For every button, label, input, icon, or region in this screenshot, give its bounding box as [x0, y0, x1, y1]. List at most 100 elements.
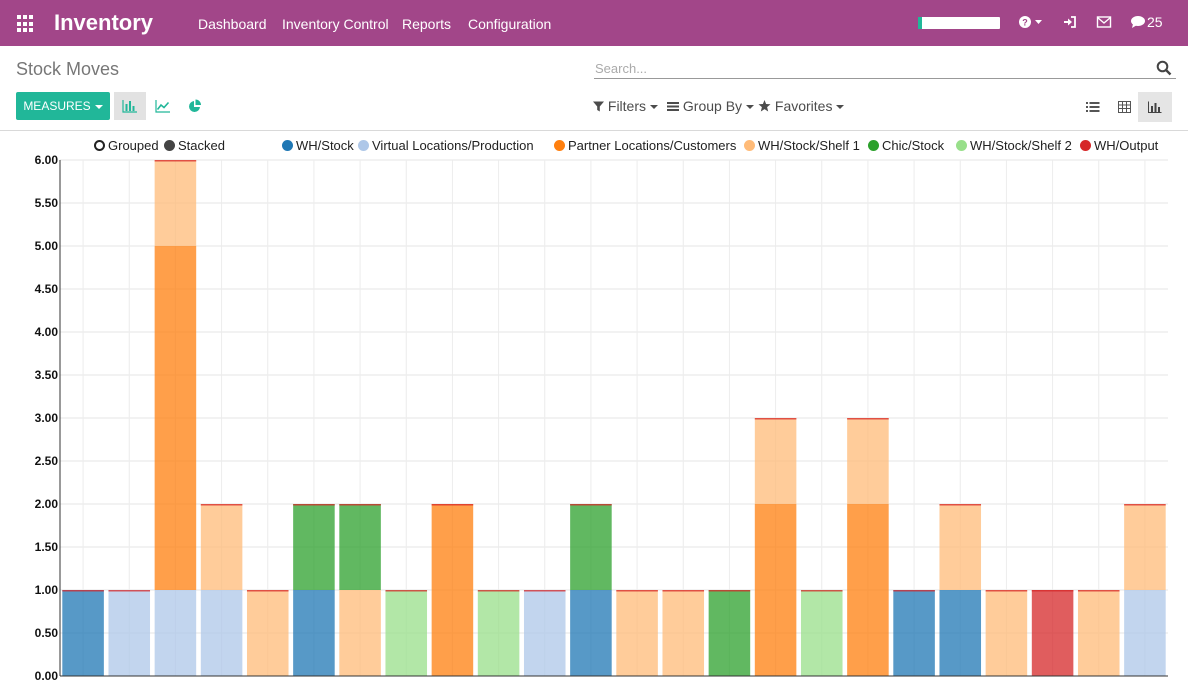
bar-segment	[1124, 504, 1166, 590]
sign-in-icon[interactable]	[1062, 14, 1078, 33]
bar-top-cap	[893, 590, 935, 592]
bar-segment	[200, 590, 243, 676]
legend-grouped-toggle[interactable]: Grouped	[94, 138, 159, 153]
legend-dot	[868, 140, 879, 151]
app-title: Inventory	[54, 10, 154, 35]
radio-empty-icon	[94, 140, 105, 151]
bar-segment	[1031, 590, 1074, 676]
question-circle-icon[interactable]: ?	[1018, 14, 1044, 33]
y-tick-label: 3.00	[35, 411, 59, 425]
bar-segment	[385, 590, 428, 676]
apps-grid-icon[interactable]	[17, 15, 35, 33]
filters-dropdown[interactable]: Filters	[593, 98, 659, 114]
bar-segment	[339, 590, 381, 676]
graph-view-button[interactable]	[1138, 92, 1172, 122]
stacked-bar-chart: 0.00 0.50 1.00 1.50 2.00 2.50 3.00 3.50 4.00 4.50…	[35, 153, 1168, 683]
bar-top-cap	[939, 504, 982, 506]
y-tick-label: 1.00	[35, 583, 59, 597]
y-tick-label: 2.00	[35, 497, 59, 511]
envelope-icon[interactable]	[1096, 14, 1112, 33]
bar-segment	[570, 504, 612, 590]
legend-dot	[744, 140, 755, 151]
measures-dropdown-button[interactable]: MEASURES	[16, 92, 110, 120]
bar-segment	[154, 246, 197, 590]
legend-stacked-toggle[interactable]: Stacked	[164, 138, 225, 153]
bar-segment	[246, 590, 289, 676]
caret-down-icon	[746, 105, 755, 110]
legend-item-shelf-1[interactable]: WH/Stock/Shelf 1	[744, 138, 860, 153]
measures-label: MEASURES	[23, 99, 91, 113]
pivot-view-button[interactable]	[1107, 92, 1141, 122]
pie-chart-mode-button[interactable]	[179, 92, 211, 120]
bar-top-cap	[708, 590, 751, 592]
svg-text:?: ?	[1022, 18, 1028, 28]
bar-top-cap	[523, 590, 566, 592]
groupby-dropdown[interactable]: Group By	[667, 98, 755, 114]
bar-segment	[847, 504, 889, 676]
y-tick-label: 4.50	[35, 282, 59, 296]
y-tick-label: 3.50	[35, 368, 59, 382]
list-icon	[1086, 102, 1100, 112]
legend-dot	[956, 140, 967, 151]
favorites-label: Favorites	[774, 98, 833, 114]
menu-inventory-control[interactable]: Inventory Control	[282, 16, 389, 32]
caret-down-icon	[650, 105, 659, 110]
bar-top-cap	[847, 418, 889, 420]
radio-filled-icon	[164, 140, 175, 151]
legend-dot	[1080, 140, 1091, 151]
comment-icon	[1131, 16, 1145, 28]
legend-label: WH/Output	[1094, 138, 1159, 153]
bar-segment	[662, 590, 705, 676]
bar-segment	[293, 590, 335, 676]
legend-item-wh-stock[interactable]: WH/Stock	[282, 138, 354, 153]
favorites-dropdown[interactable]: Favorites	[758, 98, 845, 114]
y-tick-label: 2.50	[35, 454, 59, 468]
bar-top-cap	[431, 504, 474, 506]
legend-item-virtual-production[interactable]: Virtual Locations/Production	[358, 138, 534, 153]
control-panel: Stock Moves MEASURES Filte	[0, 46, 1188, 131]
bar-top-cap	[570, 504, 612, 506]
top-navbar: Inventory Dashboard Inventory Control Re…	[0, 0, 1188, 46]
menu-configuration[interactable]: Configuration	[468, 16, 552, 32]
legend-dot	[282, 140, 293, 151]
table-icon	[1117, 101, 1131, 113]
bar-top-cap	[246, 590, 289, 592]
search-input[interactable]	[594, 58, 1176, 79]
breadcrumb: Stock Moves	[16, 59, 120, 79]
bar-top-cap	[800, 590, 843, 592]
planner-progress-bar[interactable]	[918, 17, 1000, 29]
y-tick-label: 5.50	[35, 196, 59, 210]
bar-segment	[708, 590, 751, 676]
bar-top-cap	[985, 590, 1028, 592]
filters-label: Filters	[607, 98, 647, 114]
line-chart-mode-button[interactable]	[147, 92, 179, 120]
legend-item-chic-stock[interactable]: Chic/Stock	[868, 138, 944, 153]
bar-segment	[800, 590, 843, 676]
legend-item-partner-customers[interactable]: Partner Locations/Customers	[554, 138, 736, 153]
bar-segment	[523, 590, 566, 676]
y-tick-label: 5.00	[35, 239, 59, 253]
chat-count: 25	[1147, 14, 1163, 30]
search-icon[interactable]	[1156, 60, 1172, 81]
progress-fill	[918, 17, 923, 29]
legend-label: Partner Locations/Customers	[568, 138, 737, 153]
y-tick-label: 0.00	[35, 669, 59, 683]
bar-segment	[616, 590, 658, 676]
bar-segment	[62, 590, 104, 676]
groupby-label: Group By	[682, 98, 743, 114]
legend-item-shelf-2[interactable]: WH/Stock/Shelf 2	[956, 138, 1072, 153]
list-view-button[interactable]	[1076, 92, 1110, 122]
bar-segment	[985, 590, 1028, 676]
filter-icon	[593, 101, 604, 112]
menu-dashboard[interactable]: Dashboard	[198, 16, 267, 32]
legend-stacked-label: Stacked	[178, 138, 225, 153]
bar-top-cap	[293, 504, 335, 506]
legend-label: WH/Stock/Shelf 2	[970, 138, 1072, 153]
y-tick-label: 6.00	[35, 153, 59, 167]
menu-reports[interactable]: Reports	[402, 16, 452, 32]
chat-messages-button[interactable]: 25	[1130, 14, 1163, 30]
legend-item-wh-output[interactable]: WH/Output	[1080, 138, 1158, 153]
bars-icon	[667, 102, 679, 111]
bar-chart-mode-button[interactable]	[114, 92, 146, 120]
bar-segment	[939, 504, 982, 590]
